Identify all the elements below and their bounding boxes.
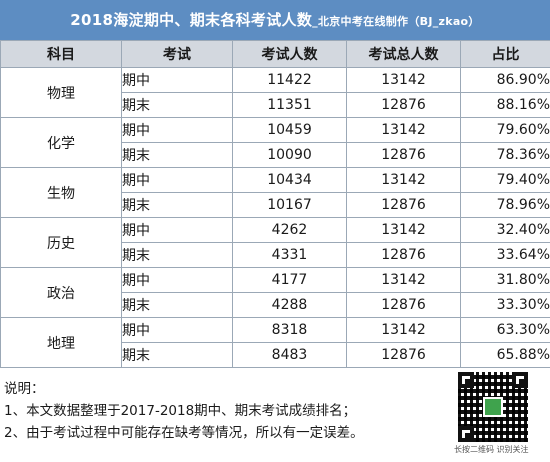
table-row: 政治 期中 4177 13142 31.80% [0,267,550,318]
total-cell: 12876 [346,92,461,118]
exam-cell: 期末 [121,192,233,218]
total-cell: 12876 [346,192,461,218]
subject-cell: 生物 [0,167,122,218]
qr-finder-pattern [512,372,528,388]
data-table: 科目 考试 考试人数 考试总人数 占比 物理 期中 11422 13142 86… [0,40,550,368]
title-main: 2018海淀期中、期末各科考试人数 [70,11,313,29]
count-cell: 4288 [232,292,347,318]
exam-cell: 期末 [121,92,233,118]
ratio-cell: 86.90% [460,67,550,93]
exam-cell: 期中 [121,117,233,143]
ratio-cell: 31.80% [460,267,550,293]
count-cell: 11351 [232,92,347,118]
table-row: 化学 期中 10459 13142 79.60% [0,117,550,168]
exam-cell: 期中 [121,67,233,93]
header-exam: 考试 [121,40,233,68]
count-cell: 10459 [232,117,347,143]
ratio-cell: 33.64% [460,242,550,268]
ratio-cell: 88.16% [460,92,550,118]
ratio-cell: 33.30% [460,292,550,318]
total-cell: 12876 [346,342,461,368]
exam-cell: 期中 [121,317,233,343]
exam-cell: 期末 [121,292,233,318]
total-cell: 12876 [346,242,461,268]
notes: 说明： 1、本文数据整理于2017-2018期中、期末考试成绩排名； 2、由于考… [4,378,364,444]
subject-cell: 化学 [0,117,122,168]
count-cell: 11422 [232,67,347,93]
table-row: 生物 期中 10434 13142 79.40% [0,167,550,218]
header-total: 考试总人数 [346,40,461,68]
ratio-cell: 78.96% [460,192,550,218]
total-cell: 13142 [346,167,461,193]
total-cell: 12876 [346,292,461,318]
note-line: 1、本文数据整理于2017-2018期中、期末考试成绩排名； [4,403,357,419]
ratio-cell: 32.40% [460,217,550,243]
table-title: 2018海淀期中、期末各科考试人数_北京中考在线制作（BJ_zkao） [0,0,550,40]
table-row: 物理 期中 11422 13142 86.90% [0,67,550,118]
count-cell: 8318 [232,317,347,343]
exam-cell: 期末 [121,142,233,168]
table-row: 期末 8483 12876 65.88% [1,342,550,368]
total-cell: 13142 [346,117,461,143]
table-row: 地理 期中 8318 13142 63.30% [0,317,550,368]
ratio-cell: 79.60% [460,117,550,143]
total-cell: 13142 [346,217,461,243]
header-row: 科目 考试 考试人数 考试总人数 占比 [0,40,550,68]
count-cell: 4331 [232,242,347,268]
qr-code-icon[interactable] [458,372,528,442]
table-row: 历史 期中 4262 13142 32.40% [0,217,550,268]
ratio-cell: 65.88% [460,342,550,368]
count-cell: 8483 [232,342,347,368]
total-cell: 13142 [346,67,461,93]
table-body: 物理 期中 11422 13142 86.90% 期末 11351 12876 … [0,67,550,368]
header-subject: 科目 [0,40,122,68]
subject-cell: 政治 [0,267,122,318]
qr-finder-pattern [458,426,474,442]
ratio-cell: 63.30% [460,317,550,343]
count-cell: 10434 [232,167,347,193]
total-cell: 13142 [346,317,461,343]
ratio-cell: 78.36% [460,142,550,168]
exam-cell: 期中 [121,167,233,193]
subject-cell: 历史 [0,217,122,268]
subject-cell: 地理 [0,317,122,368]
note-line: 2、由于考试过程中可能存在缺考等情况，所以有一定误差。 [4,425,364,441]
total-cell: 13142 [346,267,461,293]
total-cell: 12876 [346,142,461,168]
count-cell: 10090 [232,142,347,168]
ratio-cell: 79.40% [460,167,550,193]
header-ratio: 占比 [460,40,550,68]
notes-heading: 说明： [4,381,45,397]
subject-cell: 物理 [0,67,122,118]
exam-cell: 期中 [121,217,233,243]
qr-logo-icon [483,397,503,417]
header-count: 考试人数 [232,40,347,68]
qr-finder-pattern [458,372,474,388]
count-cell: 10167 [232,192,347,218]
exam-cell: 期末 [121,342,233,368]
exam-cell: 期中 [121,267,233,293]
exam-cell: 期末 [121,242,233,268]
count-cell: 4262 [232,217,347,243]
qr-caption: 长按二维码 识别关注 [454,445,529,454]
title-sub: _北京中考在线制作（BJ_zkao） [312,15,480,28]
count-cell: 4177 [232,267,347,293]
